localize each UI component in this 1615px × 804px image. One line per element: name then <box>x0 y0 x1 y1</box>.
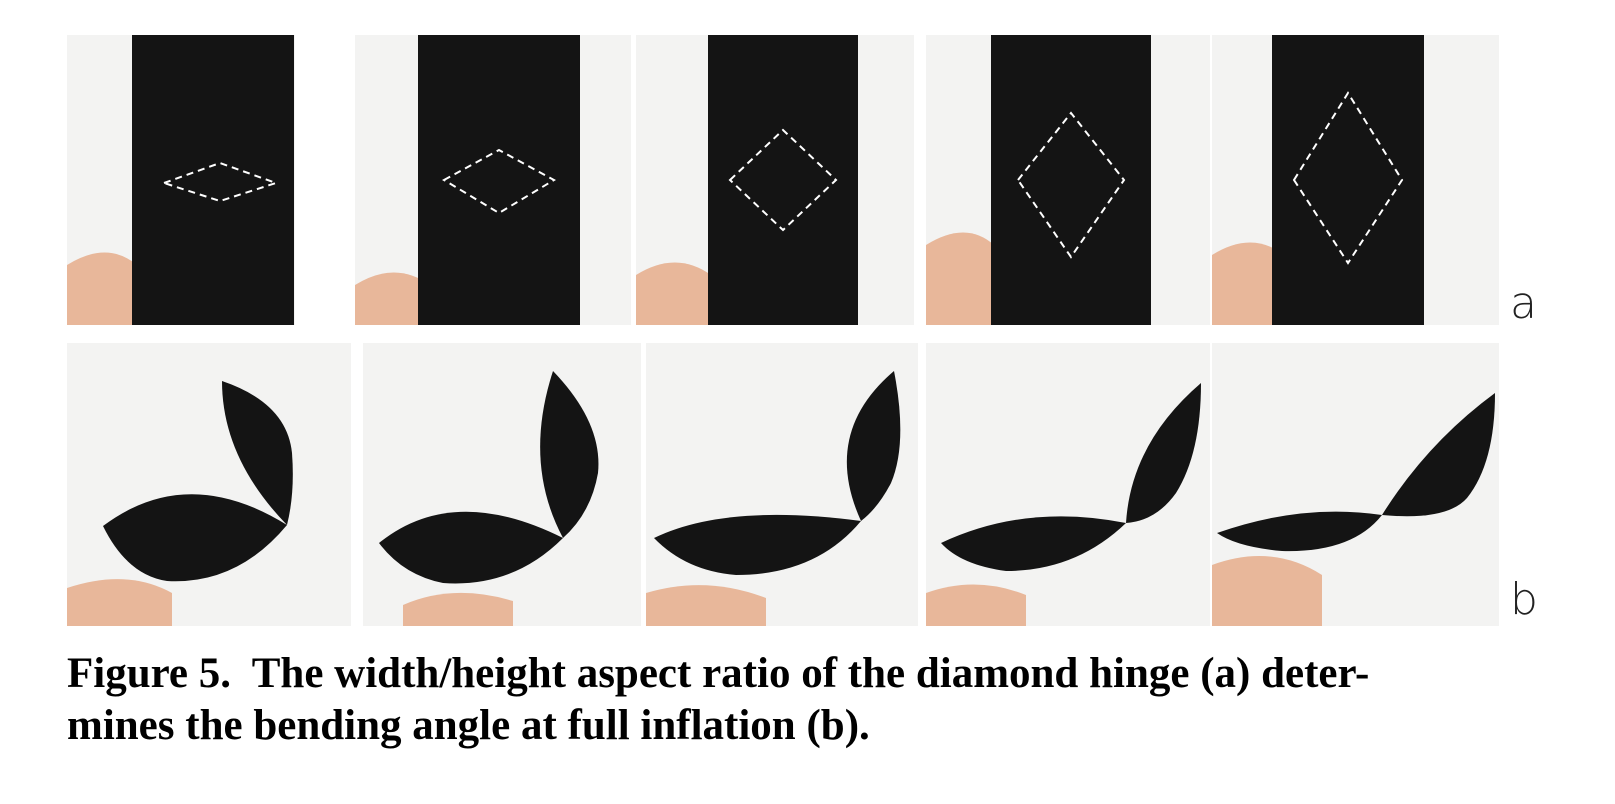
photo-b1 <box>67 343 351 626</box>
photo-a5 <box>1212 35 1499 325</box>
row-label-a: a <box>1510 278 1537 329</box>
photo-a1 <box>67 35 295 325</box>
photo-b3 <box>646 343 918 626</box>
photo-b5 <box>1212 343 1499 626</box>
photo-a2 <box>355 35 631 325</box>
caption-line-1: Figure 5. The width/height aspect ratio … <box>67 650 1370 697</box>
row-label-b: b <box>1510 574 1538 625</box>
caption-line-2: mines the bending angle at full inflatio… <box>67 702 870 749</box>
photo-b2 <box>363 343 641 626</box>
figure-caption: Figure 5. The width/height aspect ratio … <box>67 648 1547 752</box>
photo-a4 <box>926 35 1210 325</box>
photo-b4 <box>926 343 1210 626</box>
photo-a3 <box>636 35 914 325</box>
